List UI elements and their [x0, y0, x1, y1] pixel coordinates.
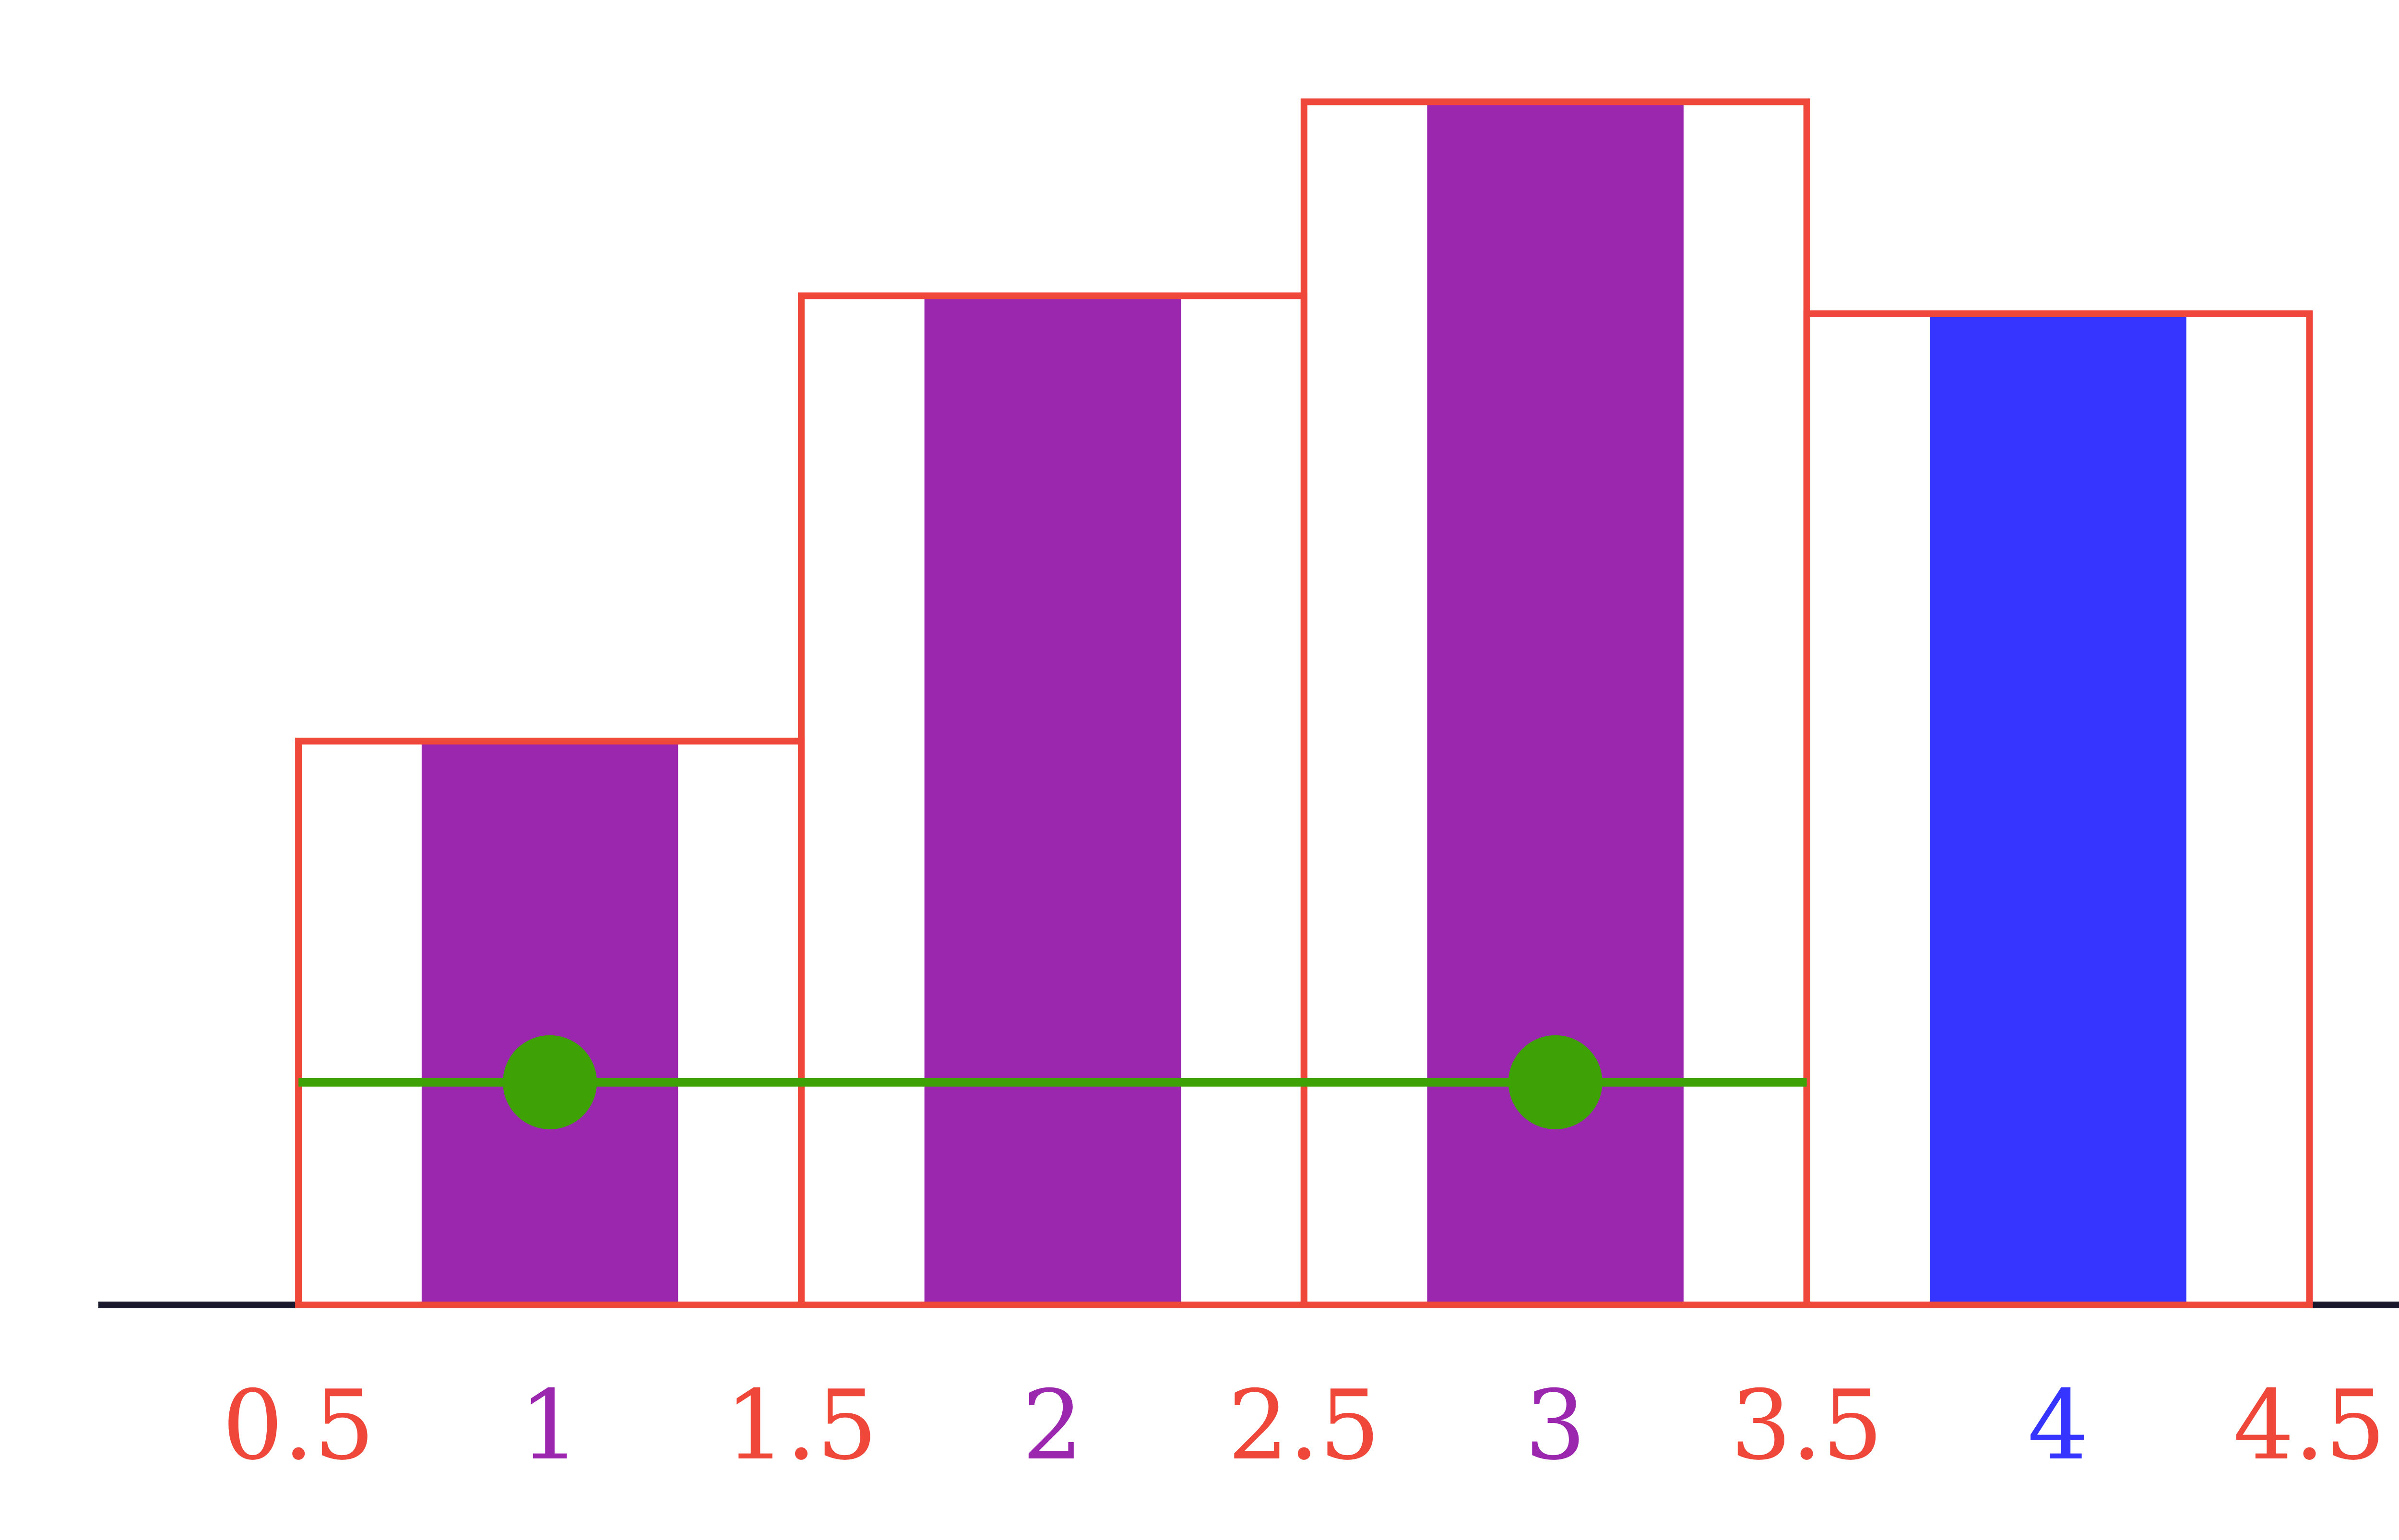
bar-4	[1930, 313, 2186, 1305]
histogram-bins-layer	[295, 98, 2313, 1309]
bar-1	[421, 741, 678, 1305]
x-tick-label: 1.5	[725, 1370, 878, 1481]
x-tick-label: 1	[519, 1370, 580, 1481]
x-tick-labels: 0.5 1 1.5 2 2.5 3 3.5 4 4.5	[222, 1370, 2386, 1481]
x-tick-label: 4.5	[2233, 1370, 2386, 1481]
bars-layer	[421, 102, 2186, 1305]
reference-point-2	[1508, 1035, 1603, 1129]
reference-line-layer	[298, 1035, 1807, 1129]
x-tick-label: 3.5	[1731, 1370, 1883, 1481]
x-tick-label: 2	[1022, 1370, 1083, 1481]
x-tick-label: 2.5	[1228, 1370, 1380, 1481]
bar-2	[924, 296, 1181, 1305]
reference-point-1	[503, 1035, 597, 1129]
x-tick-label: 3	[1525, 1370, 1586, 1481]
histogram-bin-4	[1803, 310, 2313, 1308]
x-tick-label: 0.5	[222, 1370, 375, 1481]
x-tick-label: 4	[2028, 1370, 2089, 1481]
